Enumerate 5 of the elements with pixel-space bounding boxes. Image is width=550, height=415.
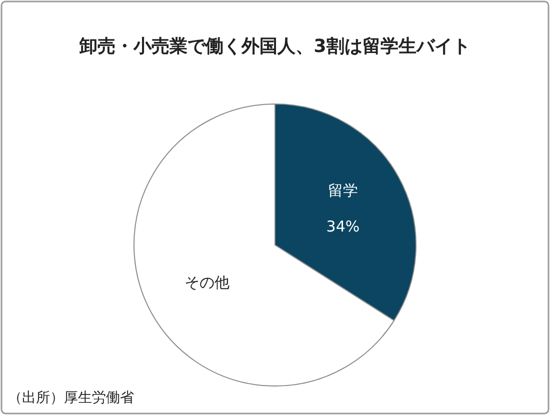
data-label: 34% [326, 218, 360, 236]
text: （出所）厚生労働省 [8, 390, 134, 406]
slice-label: 留学 [328, 182, 358, 200]
slice-label: その他 [184, 273, 230, 292]
chart-title: 卸売・小売業で働く外国人、3割は留学生バイト [78, 36, 470, 57]
